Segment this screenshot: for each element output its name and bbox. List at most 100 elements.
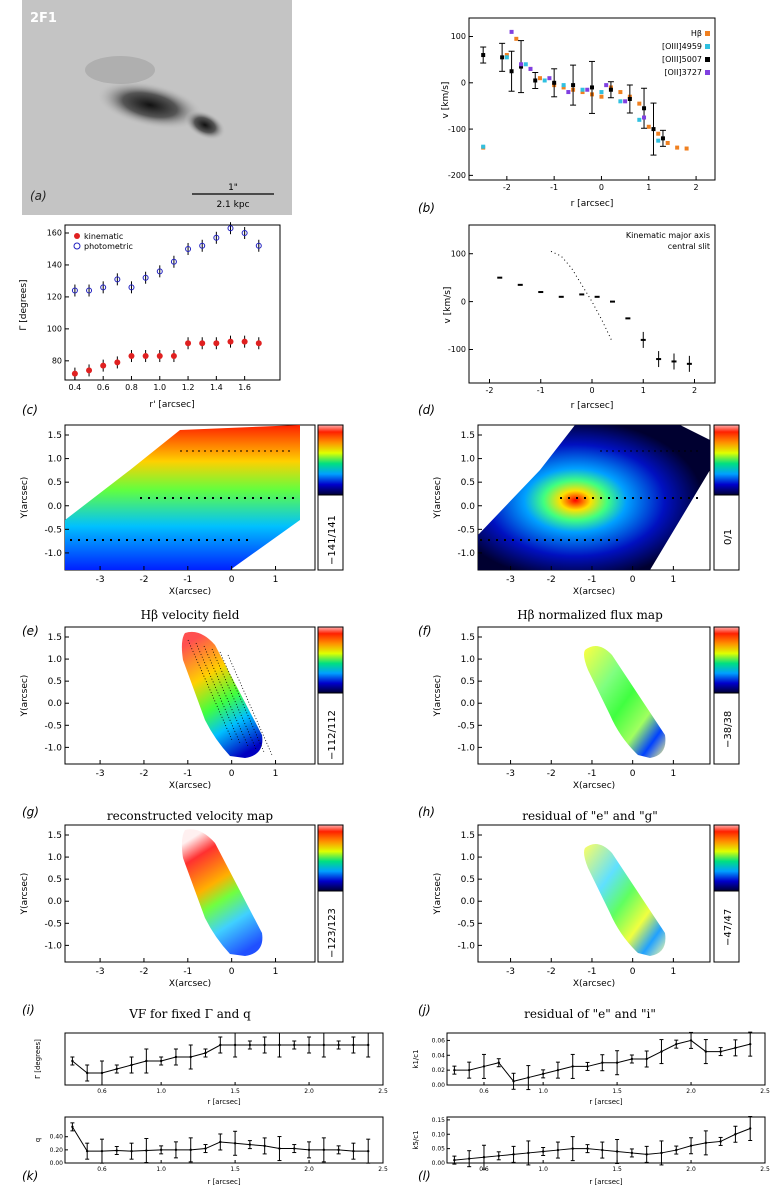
- central-slit-line: [550, 250, 613, 343]
- x-tick-label: 1.2: [182, 383, 195, 392]
- data-point: [307, 1043, 311, 1047]
- data-point-3: [642, 115, 647, 120]
- panel-c-frame: [64, 224, 281, 381]
- data-point: [307, 1148, 311, 1152]
- map-i-scale: −123/123: [327, 908, 338, 958]
- data-point: [130, 1063, 133, 1067]
- map-e-colorbar: [317, 424, 344, 496]
- kinematic-point: [213, 340, 220, 347]
- map-h-colorbar: [713, 626, 740, 694]
- map-h-title: residual of "e" and "g": [522, 809, 658, 823]
- legend-kinematic: kinematic: [84, 232, 123, 241]
- contour-line: [219, 651, 265, 753]
- map-x-tick-label: -1: [587, 575, 596, 585]
- data-point: [263, 1043, 266, 1047]
- x-tick-label: 2.5: [378, 1088, 388, 1095]
- data-point: [541, 1072, 545, 1076]
- map-xlabel: X(arcsec): [169, 781, 211, 791]
- map-y-tick-label: -0.5: [457, 721, 475, 731]
- contour-line: [203, 645, 249, 747]
- data-point-3: [604, 83, 609, 88]
- data-point: [352, 1149, 355, 1153]
- photometric-point: [170, 258, 177, 265]
- data-point: [248, 1143, 252, 1146]
- x-tick-label: -2: [486, 386, 494, 395]
- data-point: [482, 1065, 486, 1068]
- map-f-tag: (f): [418, 624, 432, 638]
- map-ylabel: Y(arcsec): [20, 477, 30, 520]
- panel-d-xlabel: r [arcsec]: [571, 401, 614, 411]
- data-point: [704, 1141, 708, 1145]
- x-tick-label: 2.5: [760, 1166, 770, 1173]
- photometric-point: [213, 234, 220, 241]
- data-point: [189, 1148, 192, 1152]
- map-x-tick-label: -2: [547, 769, 556, 779]
- panel-b-frame: [468, 17, 716, 181]
- panel-c-tag: (c): [22, 403, 38, 417]
- panel-b-legend: Hβ [OIII]4959 [OIII]5007 [OII]3727: [662, 29, 710, 77]
- data-point: [571, 1065, 574, 1068]
- y-tick-label: 100: [451, 32, 466, 41]
- map-y-tick-label: -0.5: [457, 919, 475, 929]
- map-e-colorbar-label-box: [317, 494, 344, 571]
- map-j-title: residual of "e" and "i": [524, 1007, 656, 1021]
- data-point: [749, 1042, 752, 1046]
- data-point-0: [684, 146, 689, 151]
- data-point: [482, 1156, 486, 1159]
- data-point: [100, 1149, 104, 1153]
- legend-oii3727-marker: [705, 70, 710, 75]
- photometric-point: [128, 284, 135, 291]
- major-axis-point: [538, 291, 544, 294]
- y-tick-label: 0.10: [432, 1131, 446, 1138]
- data-point: [337, 1148, 340, 1152]
- panel-d: -2 -1 0 1 2 -100 0 100 Kinematic major axis cen…: [418, 224, 716, 417]
- x-tick-label: 0.6: [97, 383, 110, 392]
- data-point-3: [547, 76, 552, 81]
- map-i: −123/123 (i): [22, 824, 344, 1017]
- photometric-point: [86, 287, 93, 294]
- map-xlabel: X(arcsec): [573, 979, 615, 989]
- data-point-3: [528, 66, 533, 71]
- data-point: [719, 1050, 722, 1053]
- data-point-0: [646, 124, 651, 129]
- y-tick-label: 100: [47, 325, 62, 334]
- map-f-scale: 0/1: [723, 529, 734, 545]
- data-point: [512, 1153, 515, 1156]
- data-point: [615, 1150, 619, 1153]
- data-point: [527, 1076, 530, 1079]
- map-y-tick-label: 1.5: [461, 431, 475, 441]
- data-point: [586, 1065, 589, 1068]
- map-x-tick-label: 0: [630, 967, 636, 977]
- data-point-0: [618, 90, 623, 95]
- x-tick-label: 1.5: [230, 1166, 240, 1173]
- legend-oiii4959: [OIII]4959: [662, 42, 702, 51]
- kinematic-point: [255, 340, 262, 347]
- data-point: [367, 1043, 370, 1047]
- major-axis-point: [625, 317, 631, 320]
- y-tick-label: 0.15: [432, 1117, 446, 1124]
- data-point-0: [675, 145, 680, 150]
- data-point: [85, 1071, 89, 1075]
- data-point: [293, 1147, 296, 1150]
- map-x-tick-label: -3: [96, 967, 105, 977]
- strip-q: 0.6 1.0 1.5 2.0 2.5 0.00 0.20 0.40 r [arcsec] q…: [22, 1116, 388, 1186]
- map-e-tag: (e): [22, 624, 39, 638]
- map-y-tick-label: 0.5: [461, 677, 475, 687]
- map-y-tick-label: 0.0: [48, 699, 63, 709]
- y-tick-label: 120: [47, 293, 62, 302]
- map-y-tick-label: 0.5: [461, 478, 475, 488]
- legend-oiii5007-marker: [705, 57, 710, 62]
- x-tick-label: 2.5: [760, 1088, 770, 1095]
- map-g-colorbar: [317, 626, 344, 694]
- major-axis-point: [610, 300, 615, 303]
- map-e-field: [65, 425, 300, 570]
- map-ylabel: Y(arcsec): [433, 675, 443, 718]
- data-point: [189, 1055, 192, 1059]
- map-h-colorbar-label-box: [713, 692, 740, 765]
- map-x-tick-label: -3: [506, 575, 515, 585]
- data-point: [556, 1148, 560, 1152]
- map-x-tick-label: -1: [183, 967, 192, 977]
- data-point-1: [637, 117, 642, 122]
- map-h-tag: (h): [418, 805, 435, 819]
- map-y-tick-label: -0.5: [44, 525, 62, 535]
